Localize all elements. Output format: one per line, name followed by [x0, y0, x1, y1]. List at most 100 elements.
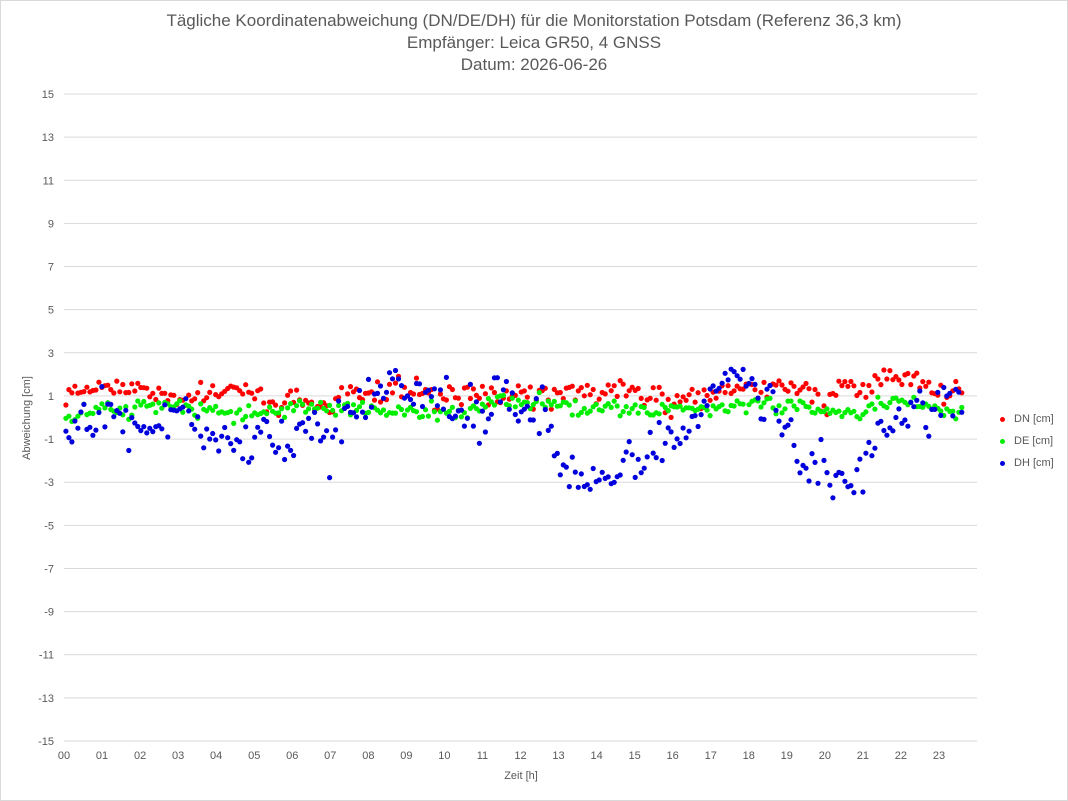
data-point [587, 392, 593, 398]
data-point [440, 406, 446, 412]
data-point [273, 449, 279, 455]
data-point [171, 392, 177, 398]
data-point [722, 370, 728, 376]
data-point [863, 450, 869, 456]
data-point [923, 383, 929, 389]
data-point [234, 410, 240, 416]
data-point [539, 401, 545, 407]
data-point [575, 484, 581, 490]
data-point [635, 410, 641, 416]
data-point [827, 482, 833, 488]
x-tick-label: 16 [667, 750, 679, 762]
title-line-3: Datum: 2026-06-26 [460, 55, 608, 74]
data-point [321, 434, 327, 440]
data-point [362, 414, 369, 421]
data-point [536, 430, 542, 437]
data-point [156, 400, 162, 406]
data-point [198, 433, 204, 439]
data-point [249, 390, 255, 396]
data-point [410, 401, 417, 407]
data-point [884, 404, 890, 411]
data-point [860, 381, 866, 388]
data-point [63, 428, 69, 434]
data-point [926, 433, 932, 439]
data-point [488, 411, 494, 417]
x-tick-label: 20 [819, 750, 831, 762]
data-point [524, 394, 530, 400]
data-point [75, 425, 81, 431]
data-point [452, 413, 458, 419]
data-point [401, 412, 408, 418]
data-point [761, 379, 767, 385]
data-point [294, 425, 300, 431]
data-point [150, 401, 156, 407]
data-point [431, 409, 437, 415]
data-point [797, 470, 803, 476]
data-point [662, 440, 668, 446]
data-point [288, 388, 294, 394]
y-tick-label: -5 [44, 520, 54, 532]
data-point [515, 397, 521, 403]
data-point [680, 394, 686, 400]
data-point [279, 418, 285, 424]
data-point [497, 399, 503, 405]
data-point [383, 389, 390, 395]
legend-label-de: DE [cm] [1014, 435, 1054, 447]
x-tick-label: 17 [705, 750, 717, 762]
data-point [686, 392, 692, 398]
data-point [608, 388, 614, 394]
data-point [851, 383, 857, 389]
data-point [635, 456, 641, 462]
data-point [572, 398, 578, 404]
data-point [872, 373, 878, 379]
data-point [905, 423, 911, 429]
data-point [812, 459, 818, 465]
y-tick-label: -1 [44, 434, 54, 446]
x-tick-label: 06 [286, 750, 298, 762]
data-point [647, 395, 653, 401]
data-point [656, 419, 662, 426]
data-point [240, 391, 246, 397]
data-point [845, 383, 851, 389]
data-point [959, 409, 965, 415]
data-point [545, 427, 551, 433]
data-point [899, 381, 905, 388]
legend-marker-dh [1000, 460, 1005, 466]
data-point [365, 376, 372, 382]
data-point [881, 367, 887, 373]
y-tick-label: -9 [44, 607, 54, 619]
y-tick-label: -7 [44, 563, 54, 575]
data-point [365, 409, 372, 415]
data-point [860, 489, 866, 495]
data-point [336, 394, 342, 400]
data-point [530, 417, 536, 423]
data-point [533, 396, 539, 402]
data-point [668, 414, 674, 420]
x-tick-label: 11 [477, 750, 488, 762]
y-tick-label: -15 [38, 736, 54, 748]
data-point [839, 413, 845, 420]
data-point [515, 418, 521, 424]
data-point [653, 397, 659, 403]
data-point [557, 389, 563, 396]
legend-label-dh: DH [cm] [1014, 457, 1054, 469]
data-point [854, 467, 860, 473]
data-point [267, 404, 273, 410]
data-point [144, 430, 150, 436]
data-point [704, 392, 710, 399]
data-point [213, 403, 219, 409]
data-point [132, 420, 138, 426]
data-point [153, 396, 159, 403]
data-point [180, 404, 186, 410]
data-point [102, 424, 108, 430]
data-point [707, 413, 713, 419]
data-point [443, 374, 449, 380]
data-point [261, 400, 267, 406]
data-point [150, 429, 156, 435]
data-point [839, 470, 845, 476]
data-point [63, 402, 69, 408]
data-point [479, 408, 485, 414]
data-point [458, 414, 464, 420]
data-point [315, 405, 321, 411]
x-axis-label: Zeit [h] [504, 770, 538, 782]
